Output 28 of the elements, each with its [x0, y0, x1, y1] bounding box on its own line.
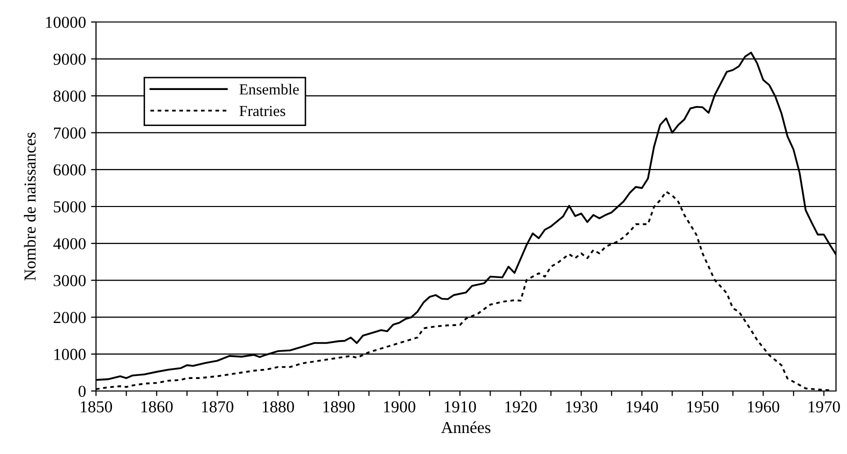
y-tick-label: 4000: [53, 238, 86, 250]
legend-label: Fratries: [240, 106, 286, 116]
y-tick-label: 8000: [54, 90, 86, 102]
x-tick-label: 1850: [80, 401, 112, 412]
x-tick-label: 1880: [262, 401, 294, 412]
x-tick-label: 1970: [808, 401, 840, 412]
y-tick-label: 5000: [54, 201, 86, 212]
y-tick-label: 2000: [54, 312, 86, 324]
x-tick-label: 1920: [505, 401, 537, 412]
x-tick-label: 1910: [444, 401, 476, 412]
y-tick-label: 6000: [54, 164, 86, 176]
x-tick-label: 1940: [626, 401, 658, 412]
x-tick-label: 1870: [202, 401, 234, 412]
y-axis-title: Nombre de naissances: [24, 132, 36, 281]
y-tick-label: 7000: [54, 127, 86, 139]
x-tick-label: 1890: [323, 401, 355, 412]
x-tick-label: 1930: [566, 401, 598, 412]
x-tick-label: 1860: [141, 401, 173, 412]
x-tick-label: 1950: [687, 401, 719, 412]
y-tick-label: 9000: [53, 54, 86, 65]
x-tick-label: 1900: [384, 401, 416, 412]
y-tick-label: 0: [78, 386, 86, 397]
y-tick-label: 1000: [54, 348, 86, 360]
legend-label: Ensemble: [240, 84, 299, 95]
y-tick-label: 3000: [54, 275, 86, 286]
x-axis-title: Années: [441, 421, 490, 434]
y-tick-label: 10000: [46, 16, 86, 28]
x-tick-label: 1960: [748, 401, 780, 412]
